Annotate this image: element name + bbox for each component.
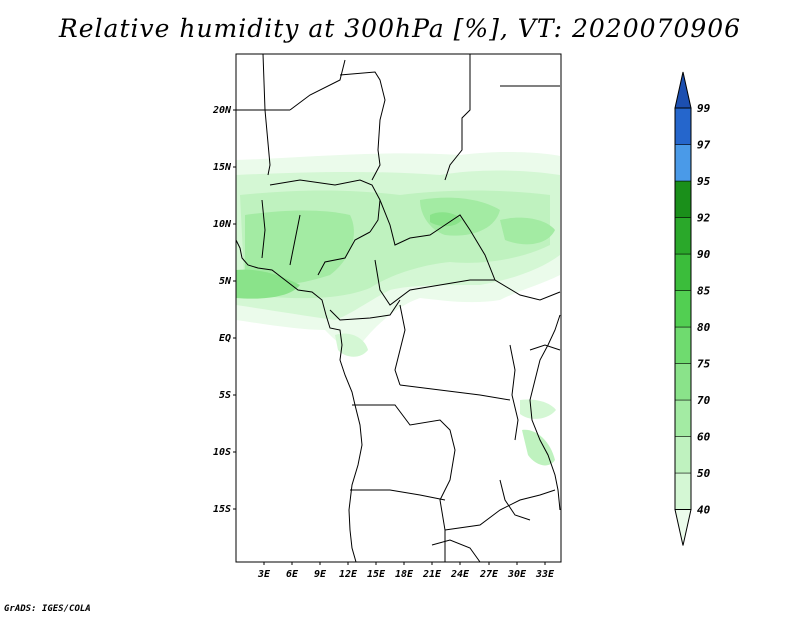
lon-label: 24E [450, 569, 470, 580]
lon-label: 33E [535, 569, 555, 580]
lat-label: 15N [213, 162, 232, 173]
lat-label: 5S [219, 390, 231, 401]
colorbar-lower-arrow [674, 509, 692, 546]
lon-ticks [263, 562, 546, 565]
lon-label: 27E [479, 569, 499, 580]
colorbar-label: 70 [697, 394, 711, 407]
map-frame [235, 53, 562, 563]
colorbar-label: 50 [697, 467, 711, 480]
colorbar-segment [674, 436, 692, 474]
colorbar-label: 92 [697, 212, 711, 225]
lat-label: 10N [213, 219, 232, 230]
colorbar-label: 60 [697, 431, 711, 444]
colorbar-label: 80 [697, 321, 711, 334]
lat-label: 20N [212, 105, 232, 116]
lon-label: 9E [314, 569, 327, 580]
colorbar-label: 97 [697, 139, 711, 152]
humidity-shading [236, 152, 560, 466]
colorbar-segment [674, 253, 692, 291]
lon-axis: 3E 6E 9E 12E 15E 18E 21E 24E 27E 30E 33E [257, 569, 555, 580]
colorbar-segment [674, 326, 692, 364]
lat-ticks [233, 109, 236, 510]
lon-label: 30E [507, 569, 527, 580]
colorbar-segment [674, 290, 692, 328]
colorbar-upper-arrow [674, 71, 692, 109]
lat-axis: 20N 15N 10N 5N EQ 5S 10S 15S [212, 105, 232, 515]
colorbar-segment [674, 217, 692, 255]
credit-text: GrADS: IGES/COLA [4, 604, 91, 614]
lon-label: 6E [286, 569, 299, 580]
colorbar-segment [674, 144, 692, 182]
lat-label: 10S [213, 447, 231, 458]
map-title: Relative humidity at 300hPa [%], VT: 202… [58, 14, 742, 43]
lon-label: 21E [422, 569, 442, 580]
lon-label: 12E [339, 569, 358, 580]
lon-label: 15E [367, 569, 386, 580]
lon-label: 18E [395, 569, 414, 580]
colorbar-outline [674, 107, 692, 510]
lat-label: EQ [219, 333, 231, 344]
colorbar-segment [674, 107, 692, 145]
colorbar-label: 90 [697, 248, 711, 261]
colorbar-label: 75 [697, 358, 711, 371]
colorbar-segment [674, 399, 692, 437]
colorbar-segment [674, 180, 692, 218]
colorbar: 40 50 60 70 75 80 85 90 92 95 97 99 [674, 71, 711, 546]
lat-label: 5N [219, 276, 232, 287]
lon-label: 3E [257, 569, 271, 580]
colorbar-label: 95 [697, 175, 711, 188]
colorbar-label: 85 [697, 285, 711, 298]
colorbar-segment [674, 363, 692, 401]
colorbar-segment [674, 472, 692, 510]
colorbar-label: 40 [697, 504, 711, 517]
country-borders [235, 53, 561, 563]
colorbar-label: 99 [697, 102, 711, 115]
lat-label: 15S [213, 504, 231, 515]
